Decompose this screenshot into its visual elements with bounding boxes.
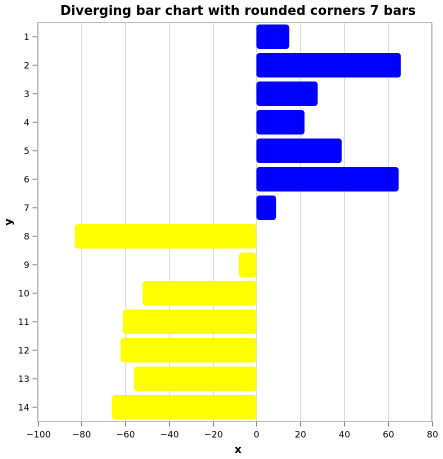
bar-6 [256, 166, 399, 192]
y-tick-label: 10 [18, 289, 30, 299]
bars [74, 24, 401, 420]
y-tick-label: 3 [24, 90, 30, 100]
x-tick-label: −40 [160, 431, 179, 441]
y-tick-label: 6 [24, 175, 30, 185]
bar-2 [256, 52, 401, 78]
bar-13 [133, 366, 257, 392]
y-tick-label: 9 [24, 261, 30, 271]
bar-12 [120, 337, 257, 363]
y-tick-label: 14 [18, 403, 30, 413]
y-tick-label: 5 [24, 147, 30, 157]
bar-10 [142, 280, 257, 306]
bar-5 [256, 138, 342, 164]
x-axis: −100 −80 −60 −40 −20 0 20 40 60 80 [26, 421, 439, 441]
y-tick-label: 8 [24, 232, 30, 242]
y-tick-label: 7 [24, 204, 30, 214]
x-tick-label: −100 [26, 431, 51, 441]
y-tick-label: 13 [18, 375, 29, 385]
y-tick-label: 1 [24, 33, 30, 43]
bar-3 [256, 81, 318, 107]
x-tick-label: −80 [72, 431, 91, 441]
y-tick-label: 12 [18, 346, 29, 356]
x-tick-label: −20 [204, 431, 223, 441]
bar-14 [111, 394, 257, 420]
x-tick-label: 0 [254, 431, 260, 441]
y-tick-label: 2 [24, 61, 30, 71]
chart-title: Diverging bar chart with rounded corners… [60, 4, 416, 19]
y-tick-label: 4 [24, 118, 30, 128]
plot-frame [37, 22, 432, 422]
y-axis-label: y [2, 218, 15, 225]
x-tick-label: 80 [427, 431, 439, 441]
x-tick-label: −60 [116, 431, 135, 441]
x-tick-label: 60 [383, 431, 395, 441]
x-tick-label: 20 [295, 431, 307, 441]
bar-11 [122, 309, 257, 335]
bar-7 [256, 195, 277, 221]
bar-1 [256, 24, 290, 50]
x-tick-label: 40 [339, 431, 351, 441]
y-tick-label: 11 [18, 318, 29, 328]
bar-8 [74, 223, 257, 249]
bar-9 [238, 252, 257, 278]
x-axis-label: x [234, 443, 241, 456]
bar-4 [256, 109, 305, 135]
